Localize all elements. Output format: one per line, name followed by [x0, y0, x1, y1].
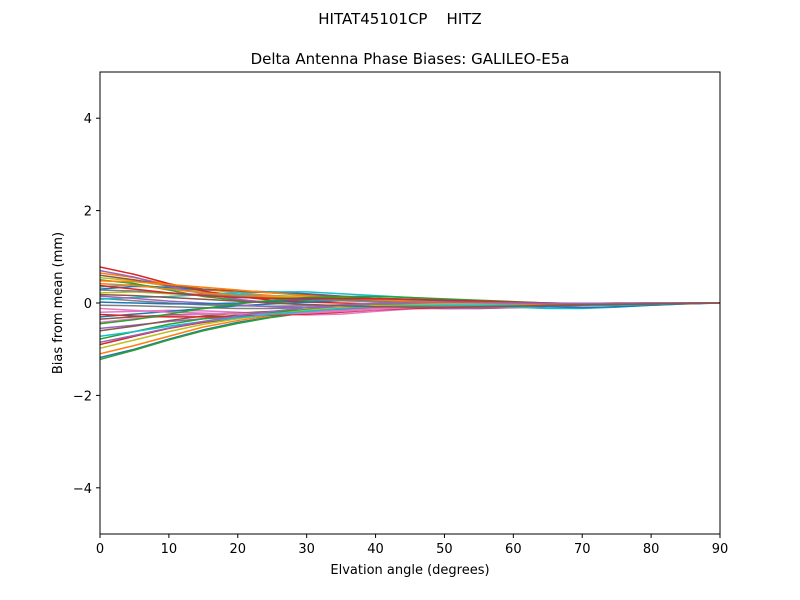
x-tick-label: 50	[436, 542, 453, 557]
y-axis: −4 −2 0 2 4	[73, 112, 100, 497]
figure-suptitle: HITAT45101CP HITZ	[318, 10, 481, 28]
series-layer	[100, 266, 720, 361]
x-axis-label: Elvation angle (degrees)	[330, 563, 489, 578]
y-tick-label: 2	[84, 205, 92, 220]
x-tick-label: 40	[367, 542, 384, 557]
x-tick-label: 80	[643, 542, 660, 557]
x-tick-label: 60	[505, 542, 522, 557]
x-tick-label: 90	[712, 542, 729, 557]
x-axis: 0 10 20 30 40 50 60 70 80 90	[96, 534, 728, 557]
x-tick-label: 10	[161, 542, 178, 557]
x-tick-label: 0	[96, 542, 104, 557]
x-tick-label: 30	[298, 542, 315, 557]
x-tick-label: 20	[230, 542, 247, 557]
y-tick-label: −4	[73, 482, 92, 497]
y-tick-label: 4	[84, 112, 92, 127]
y-tick-label: −2	[73, 389, 92, 404]
y-axis-label: Bias from mean (mm)	[51, 232, 66, 374]
x-tick-label: 70	[574, 542, 591, 557]
series-line-35	[100, 301, 720, 344]
chart-title: Delta Antenna Phase Biases: GALILEO-E5a	[251, 50, 570, 68]
series-line-36	[100, 293, 720, 308]
y-tick-label: 0	[84, 297, 92, 312]
